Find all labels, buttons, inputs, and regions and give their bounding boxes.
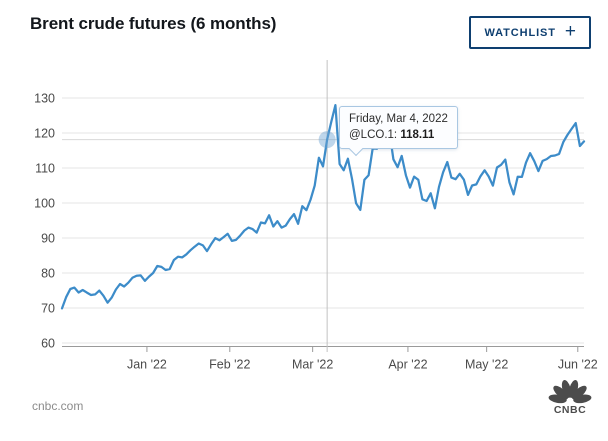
tooltip-date: Friday, Mar 4, 2022 bbox=[349, 113, 448, 125]
watchlist-button[interactable]: WATCHLIST + bbox=[469, 16, 591, 49]
peacock-feather-icon bbox=[553, 385, 569, 400]
y-tick-label: 70 bbox=[41, 302, 55, 316]
y-tick-label: 110 bbox=[35, 162, 55, 176]
tooltip-symbol: @LCO.1: bbox=[349, 129, 398, 141]
x-tick-label: May '22 bbox=[465, 358, 508, 372]
cnbc-logo-text: CNBC bbox=[554, 404, 586, 416]
source-text: cnbc.com bbox=[32, 399, 84, 413]
y-tick-label: 120 bbox=[34, 127, 55, 141]
chart-title: Brent crude futures (6 months) bbox=[30, 14, 277, 33]
y-tick-label: 100 bbox=[34, 197, 55, 211]
x-tick-label: Jan '22 bbox=[127, 358, 167, 372]
peacock-feather-icon bbox=[573, 394, 592, 404]
peacock-feather-icon bbox=[571, 385, 587, 400]
highlight-marker bbox=[318, 131, 336, 149]
cnbc-logo: CNBC bbox=[548, 380, 592, 416]
watchlist-button-label: WATCHLIST bbox=[484, 26, 556, 39]
y-tick-label: 60 bbox=[41, 337, 55, 351]
plus-icon: + bbox=[564, 21, 576, 42]
tooltip-value: 118.11 bbox=[400, 129, 435, 141]
x-tick-label: Mar '22 bbox=[292, 358, 333, 372]
y-tick-label: 130 bbox=[34, 92, 55, 106]
y-tick-label: 80 bbox=[41, 267, 55, 281]
x-tick-label: Jun '22 bbox=[558, 358, 598, 372]
price-line bbox=[60, 103, 586, 310]
y-tick-label: 90 bbox=[41, 232, 55, 246]
x-tick-label: Apr '22 bbox=[388, 358, 427, 372]
x-tick-label: Feb '22 bbox=[209, 358, 250, 372]
crosshair-tooltip: Friday, Mar 4, 2022 @LCO.1: 118.11 bbox=[339, 106, 458, 149]
